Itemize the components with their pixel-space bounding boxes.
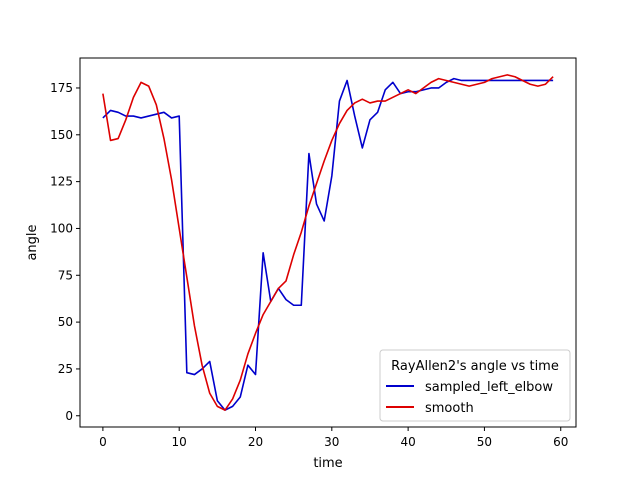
y-tick-label: 100 — [50, 221, 73, 235]
series-line-sampled-left-elbow — [102, 77, 554, 411]
legend: RayAllen2's angle vs time sampled_left_e… — [379, 349, 571, 422]
legend-label-sampled-left-elbow: sampled_left_elbow — [425, 380, 553, 395]
legend-box — [379, 349, 571, 422]
x-tick-label: 20 — [248, 435, 263, 449]
x-tick-label: 30 — [324, 435, 339, 449]
y-tick-label: 50 — [58, 315, 73, 329]
x-tick-label: 10 — [172, 435, 187, 449]
x-tick-label: 60 — [553, 435, 568, 449]
plot-content — [102, 74, 554, 411]
y-tick-label: 150 — [50, 128, 73, 142]
x-tick-label: 0 — [99, 435, 107, 449]
x-tick-label: 50 — [477, 435, 492, 449]
y-tick-label: 0 — [65, 409, 73, 423]
series-line-smooth — [102, 74, 554, 411]
y-axis-ticks: 0 25 50 75 100 125 150 175 — [50, 81, 80, 423]
legend-title: RayAllen2's angle vs time — [391, 359, 559, 374]
axes-frame — [79, 57, 577, 428]
y-tick-label: 175 — [50, 81, 73, 95]
y-tick-label: 125 — [50, 175, 73, 189]
y-tick-label: 25 — [58, 362, 73, 376]
legend-label-smooth: smooth — [425, 401, 474, 416]
y-axis-label: angle — [25, 224, 40, 260]
x-axis-label: time — [313, 456, 342, 471]
x-axis-ticks: 0 10 20 30 40 50 60 — [99, 427, 568, 449]
x-tick-label: 40 — [400, 435, 415, 449]
y-tick-label: 75 — [58, 268, 73, 282]
